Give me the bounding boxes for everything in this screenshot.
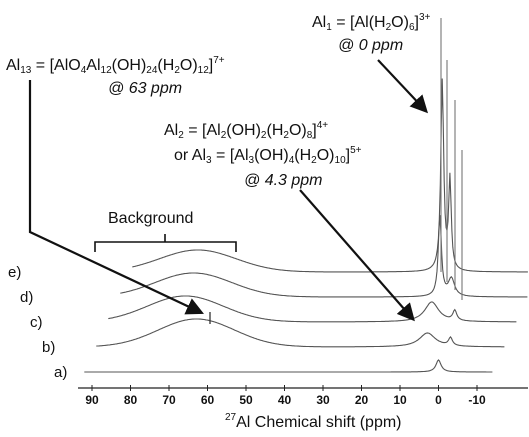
series-label-a: a) [54,364,68,381]
x-tick-label: 50 [239,393,253,407]
spectrum-a [84,359,493,373]
annotation-al13-ppm: @ 63 ppm [108,80,183,97]
x-axis-label: 27Al Chemical shift (ppm) [225,412,402,432]
annotation-al3-ppm: @ 4.3 ppm [244,172,323,189]
annotation-al2: Al2 = [Al2(OH)2(H2O)8]4+ [164,120,329,141]
spectrum-b [96,318,505,348]
spectrum-c [108,295,517,323]
spectra-group [84,18,528,373]
x-axis: 90 80 70 60 50 40 30 20 10 0 -10 [78,385,528,407]
series-label-d: d) [20,289,34,306]
background-bracket [94,234,237,252]
series-label-c: c) [30,314,43,331]
background-label: Background [108,210,194,227]
x-tick-label: 80 [124,393,138,407]
x-tick-label: 10 [393,393,407,407]
x-tick-label: 40 [278,393,292,407]
x-tick-label: 20 [355,393,369,407]
bracket-line [94,241,237,252]
arrow-al1 [377,59,429,114]
annotation-arrows [28,59,429,322]
annotation-al1: Al1 = [Al(H2O)6]3+ [312,12,431,33]
arrow-al2-al3 [299,189,415,322]
x-tick-label: 90 [85,393,99,407]
x-tick-label: 0 [435,393,442,407]
series-label-b: b) [42,339,56,356]
x-tick-label: 70 [162,393,176,407]
series-label-e: e) [8,264,22,281]
annotation-al3: or Al3 = [Al3(OH)4(H2O)10]5+ [174,145,362,166]
x-tick-label: -10 [468,393,486,407]
arrow-al13 [28,80,204,315]
spectrum-e [132,78,528,273]
x-tick-label: 30 [316,393,330,407]
x-tick-label: 60 [201,393,215,407]
annotation-al13: Al13 = [AlO4Al12(OH)24(H2O)12]7+ [6,55,225,76]
annotation-al1-ppm: @ 0 ppm [338,37,404,54]
spectrum-d [120,215,528,298]
